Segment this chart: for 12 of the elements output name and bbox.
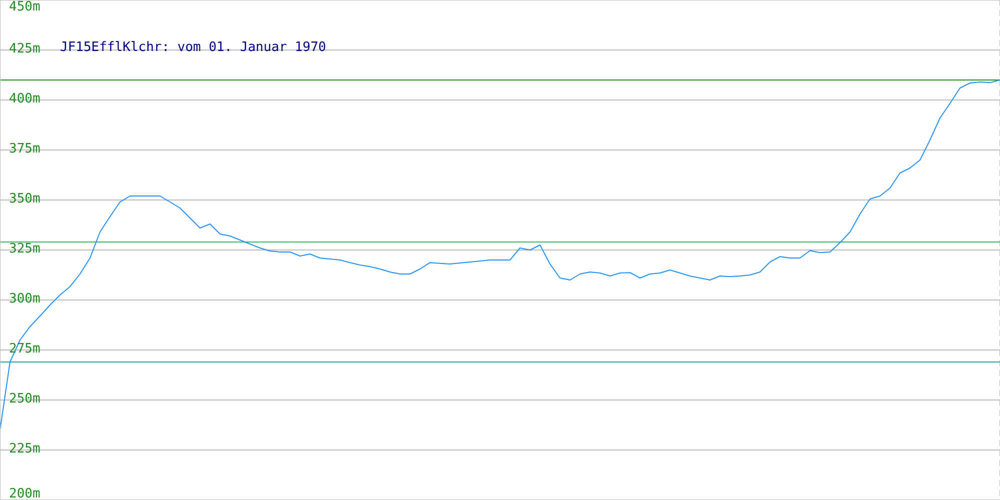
- y-tick-label: 200m: [9, 486, 40, 500]
- y-tick-label: 400m: [9, 92, 40, 106]
- y-tick-label: 250m: [9, 392, 40, 406]
- y-tick-label: 350m: [9, 192, 40, 206]
- y-tick-label: 450m: [9, 0, 40, 14]
- y-tick-label: 375m: [9, 142, 40, 156]
- y-tick-label: 225m: [9, 442, 40, 456]
- text: JF15EfflKlchr: vom 01. Januar 1970: [60, 40, 326, 55]
- y-tick-label: 300m: [9, 292, 40, 306]
- y-tick-label: 425m: [9, 42, 40, 56]
- y-tick-label: 325m: [9, 242, 40, 256]
- line-series: [0, 80, 1000, 430]
